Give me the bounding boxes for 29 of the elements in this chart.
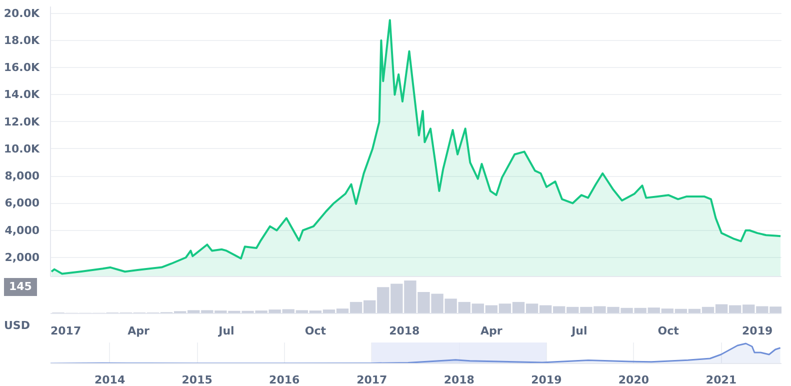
x-tick-label: 2019 — [531, 374, 562, 386]
text: 145 — [4, 278, 37, 296]
y-tick-label: 2,000 — [4, 251, 40, 264]
y-tick-label: 20.0K — [4, 6, 40, 20]
y-tick-label: 18.0K — [4, 34, 40, 47]
x-tick-label: Apr — [480, 324, 503, 338]
x-tick-label: Oct — [304, 324, 326, 338]
x-tick-label: 2017 — [50, 324, 82, 338]
text: USD — [4, 318, 30, 334]
y-tick-label: 16.0K — [4, 61, 40, 74]
x-tick-label: 2016 — [269, 374, 300, 386]
x-tick-label: Apr — [128, 324, 150, 338]
x-tick-label: Jul — [218, 324, 234, 338]
y-tick-label: 6,000 — [4, 196, 40, 210]
y-tick-label: 8,000 — [4, 170, 40, 183]
x-tick-label: 2021 — [706, 374, 737, 386]
y-tick-label: 4,000 — [4, 224, 40, 237]
y-tick-label: 14.0K — [4, 88, 40, 102]
x-tick-label: 2018 — [389, 324, 420, 338]
x-tick-label: Jul — [570, 324, 588, 338]
x-tick-label: 2018 — [444, 374, 474, 386]
x-tick-label: 2017 — [356, 374, 388, 386]
x-tick-label: 2020 — [618, 374, 650, 386]
x-tick-label: 2014 — [94, 374, 126, 386]
y-tick-label: 12.0K — [4, 115, 40, 128]
x-tick-label: Oct — [658, 324, 679, 338]
y-tick-label: 10.0K — [4, 142, 40, 156]
x-tick-label: 2015 — [182, 374, 212, 386]
x-tick-label: 2019 — [742, 324, 773, 338]
